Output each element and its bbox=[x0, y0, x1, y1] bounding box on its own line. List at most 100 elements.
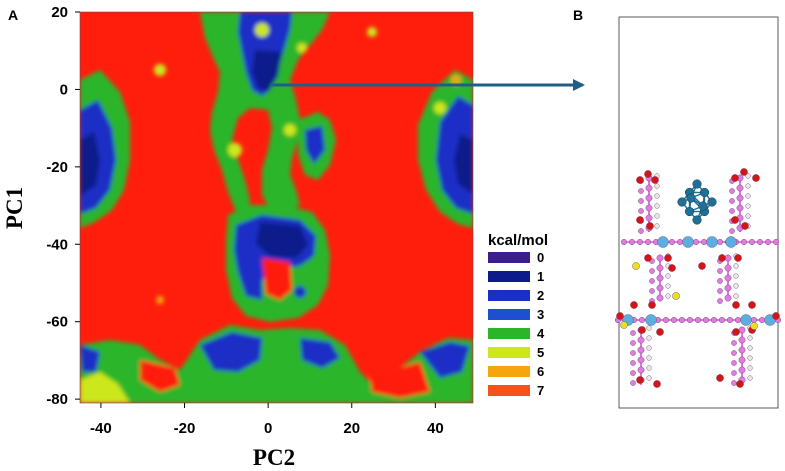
atom bbox=[646, 375, 652, 381]
atom bbox=[639, 317, 646, 324]
atom bbox=[734, 254, 742, 262]
legend-swatch bbox=[488, 347, 530, 358]
y-axis-title: PC1 bbox=[2, 187, 27, 229]
atom bbox=[638, 326, 646, 334]
atom bbox=[646, 325, 652, 331]
atom bbox=[637, 356, 645, 364]
atom bbox=[638, 228, 644, 234]
atom bbox=[717, 288, 723, 294]
atom bbox=[729, 198, 735, 204]
atom bbox=[645, 214, 653, 222]
colorbar-title: kcal/mol bbox=[488, 232, 548, 249]
x-axis-title: PC2 bbox=[253, 445, 295, 470]
atom bbox=[654, 203, 660, 209]
y-tick-label: 0 bbox=[60, 81, 68, 98]
atom bbox=[654, 193, 660, 199]
atom bbox=[630, 370, 636, 376]
atom bbox=[630, 350, 636, 356]
atom bbox=[654, 223, 660, 229]
legend-label: 0 bbox=[537, 250, 544, 265]
atom bbox=[621, 238, 628, 245]
x-tick-label: -20 bbox=[174, 420, 196, 437]
legend-label: 4 bbox=[537, 326, 545, 341]
atom bbox=[731, 370, 737, 376]
atom bbox=[656, 264, 664, 272]
y-tick-label: -40 bbox=[46, 236, 68, 253]
legend-label: 1 bbox=[537, 269, 544, 284]
atom bbox=[738, 366, 746, 374]
y-tick-label: -80 bbox=[46, 391, 68, 408]
atom bbox=[638, 208, 644, 214]
atom bbox=[736, 380, 744, 388]
legend-swatch bbox=[488, 309, 530, 320]
x-tick-label: 20 bbox=[343, 420, 360, 437]
atom bbox=[740, 314, 752, 326]
atom bbox=[751, 317, 758, 324]
atom bbox=[620, 321, 628, 329]
atom bbox=[637, 346, 645, 354]
legend-label: 3 bbox=[537, 307, 544, 322]
cluster-atom bbox=[698, 201, 708, 211]
atom bbox=[646, 355, 652, 361]
x-tick-label: 40 bbox=[427, 420, 444, 437]
atom bbox=[741, 222, 749, 230]
atom bbox=[750, 322, 758, 330]
atom bbox=[732, 328, 740, 336]
atom bbox=[747, 355, 753, 361]
atom bbox=[646, 335, 652, 341]
atom bbox=[679, 317, 686, 324]
atom bbox=[664, 254, 672, 262]
atom bbox=[757, 238, 764, 245]
atom bbox=[645, 194, 653, 202]
atom bbox=[747, 335, 753, 341]
atom bbox=[745, 183, 751, 189]
cluster-atom bbox=[686, 193, 696, 203]
atom bbox=[616, 312, 624, 320]
atom bbox=[695, 317, 702, 324]
atom bbox=[724, 264, 732, 272]
atom bbox=[717, 298, 723, 304]
atom bbox=[644, 170, 652, 178]
atom bbox=[677, 238, 684, 245]
atom bbox=[729, 188, 735, 194]
atom bbox=[716, 374, 724, 382]
cluster-atom bbox=[707, 197, 717, 207]
atom bbox=[717, 238, 724, 245]
atom bbox=[632, 262, 640, 270]
atom bbox=[759, 317, 766, 324]
atom bbox=[698, 262, 706, 270]
atom bbox=[671, 317, 678, 324]
y-axis: 20 0 -20 -40 -60 -80 bbox=[46, 4, 80, 408]
atom bbox=[656, 328, 664, 336]
atom bbox=[717, 268, 723, 274]
atom bbox=[740, 168, 748, 176]
atom bbox=[738, 336, 746, 344]
atom bbox=[731, 360, 737, 366]
structure-frame bbox=[618, 16, 779, 409]
atom bbox=[733, 273, 739, 279]
atom bbox=[724, 294, 732, 302]
atom bbox=[719, 317, 726, 324]
atom bbox=[729, 208, 735, 214]
atom bbox=[731, 216, 739, 224]
atom bbox=[752, 174, 760, 182]
atom bbox=[657, 236, 669, 248]
atom bbox=[649, 268, 655, 274]
y-tick-label: 20 bbox=[51, 4, 68, 21]
atom bbox=[706, 236, 718, 248]
atom bbox=[772, 312, 780, 320]
atom bbox=[646, 345, 652, 351]
atom bbox=[733, 263, 739, 269]
atom bbox=[693, 238, 700, 245]
atom bbox=[637, 336, 645, 344]
atom bbox=[738, 346, 746, 354]
atom bbox=[638, 198, 644, 204]
atom bbox=[636, 376, 644, 384]
x-tick-label: -40 bbox=[90, 420, 112, 437]
atom bbox=[651, 176, 659, 184]
atom bbox=[637, 366, 645, 374]
atom bbox=[736, 194, 744, 202]
panel-b-letter: B bbox=[573, 7, 583, 23]
atom bbox=[636, 216, 644, 224]
cluster-atom bbox=[699, 187, 710, 198]
